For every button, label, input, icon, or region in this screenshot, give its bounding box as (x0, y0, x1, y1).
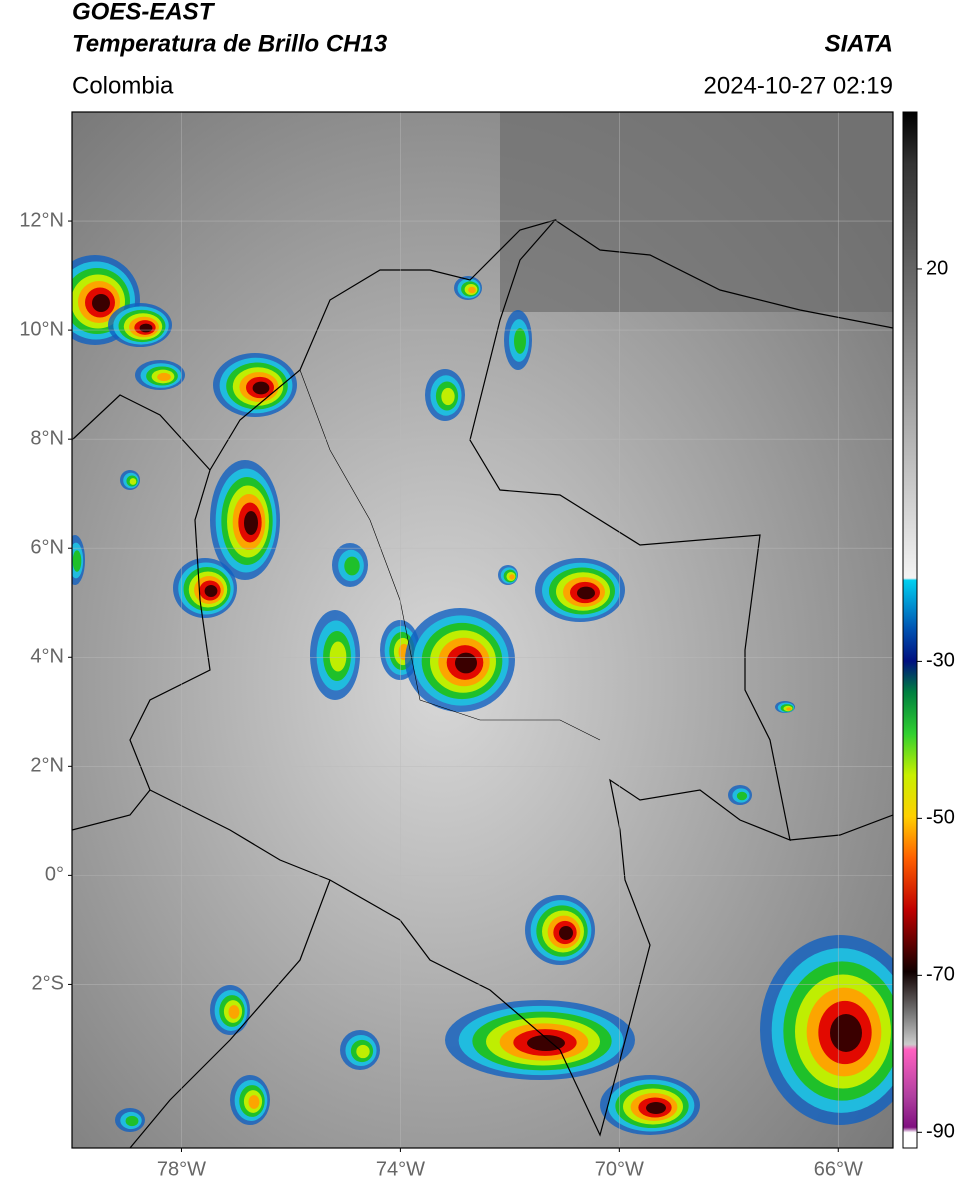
storm-layer (244, 511, 258, 535)
storm-cell (108, 303, 172, 347)
map (72, 112, 893, 1148)
lon-tick-label: 70°W (595, 1158, 644, 1180)
storm-layer (509, 574, 515, 580)
storm-cell (310, 610, 360, 700)
storm-cell (120, 470, 140, 490)
storm-layer (786, 707, 792, 711)
lat-tick-label: 10°N (19, 318, 64, 340)
sea-region (500, 112, 893, 312)
brazil-border (789, 814, 893, 841)
lat-tick-label: 6°N (30, 536, 64, 558)
storm-layer (204, 585, 218, 597)
storm-cell (115, 1108, 145, 1132)
storm-cell (72, 535, 85, 585)
region: Colombia (72, 72, 174, 99)
colorbar-tick-label: -90 (926, 1121, 955, 1143)
colorbar-tick-label: 20 (926, 257, 948, 279)
storm-cell (425, 369, 465, 421)
storm-layer (559, 926, 573, 940)
peru-border (129, 879, 331, 1148)
colombia-border (129, 218, 791, 1137)
storm-layer (468, 286, 476, 294)
storm-layer (72, 550, 82, 572)
storm-layer (455, 652, 477, 674)
storm-layer (344, 556, 360, 576)
storm-layer (527, 1035, 565, 1051)
storm-layer (252, 381, 270, 395)
lat-tick-label: 4°N (30, 646, 64, 668)
lat-tick-label: 12°N (19, 209, 64, 231)
internal-borders (299, 369, 601, 741)
lat-tick-label: 8°N (30, 427, 64, 449)
storm-cell (210, 460, 280, 580)
storm-layer (248, 1095, 260, 1109)
ecuador-border (72, 789, 151, 831)
axes: 12°N 10°N 8°N 6°N 4°N 2°N 0° 2°S 78°W 74°W 70°W 66°… (19, 209, 955, 1180)
storm-layer (356, 1044, 370, 1059)
panama-border (72, 394, 211, 471)
storm-layer (228, 1005, 240, 1019)
storm-cell (405, 608, 515, 712)
storm-cell (230, 1075, 270, 1125)
storm-cell (728, 785, 752, 805)
storm-cell (775, 701, 795, 713)
map-frame (71, 111, 894, 1149)
storm-layer (577, 586, 595, 600)
borders (72, 218, 893, 1148)
lat-tick-label: 0° (45, 864, 64, 886)
storm-cell (600, 1075, 700, 1135)
timestamp: 2024-10-27 02:19 (704, 72, 894, 99)
storm-layer (514, 328, 526, 354)
storm-layer (92, 294, 110, 312)
storm-cell (535, 558, 625, 622)
storm-layer (830, 1014, 862, 1052)
storm-layer (129, 478, 137, 485)
title: GOES-EAST (72, 0, 216, 25)
venezuela-coast (554, 219, 893, 329)
storm-layer (736, 791, 748, 801)
storm-cell (504, 310, 532, 370)
colorbar-tick-label: -70 (926, 964, 955, 986)
storms (72, 255, 893, 1135)
storm-cell (445, 1000, 635, 1080)
storm-cell (454, 276, 482, 300)
storm-cell (210, 985, 250, 1035)
storm-cell (498, 565, 518, 585)
storm-cell (173, 558, 237, 618)
subtitle: Temperatura de Brillo CH13 (72, 30, 388, 57)
storm-cell (135, 360, 185, 390)
lat-tick-label: 2°S (32, 973, 64, 995)
colorbar (902, 111, 918, 1149)
storm-layer (441, 387, 455, 406)
storm-cell (213, 353, 297, 417)
storm-cell (760, 935, 893, 1125)
lon-tick-label: 66°W (814, 1158, 863, 1180)
storm-cell (340, 1030, 380, 1070)
storm-cell (332, 543, 368, 587)
storm-layer (157, 372, 171, 382)
colorbar-tick-label: -50 (926, 807, 955, 829)
source: SIATA (825, 30, 893, 57)
colorbar-tick-label: -30 (926, 650, 955, 672)
lon-tick-label: 74°W (376, 1158, 425, 1180)
lon-tick-label: 78°W (157, 1158, 206, 1180)
storm-layer (646, 1102, 666, 1114)
storm-layer (125, 1115, 139, 1127)
storm-layer (139, 323, 153, 333)
storm-cell (525, 895, 595, 965)
storm-layer (329, 641, 347, 672)
lat-tick-label: 2°N (30, 755, 64, 777)
